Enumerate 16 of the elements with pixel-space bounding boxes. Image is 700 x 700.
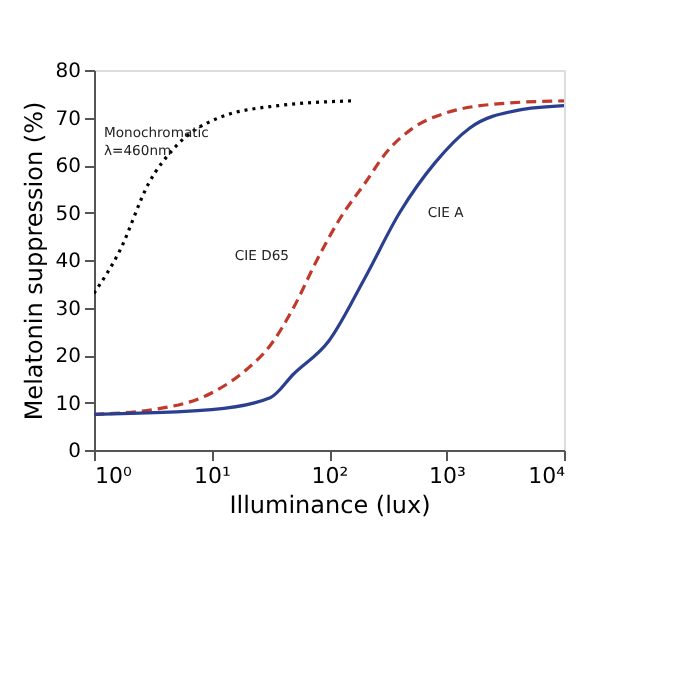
y-tick-label: 30 bbox=[55, 298, 81, 321]
x-tick-label: 10³ bbox=[429, 463, 466, 489]
y-tick-label: 50 bbox=[55, 203, 81, 226]
y-tick-label: 10 bbox=[55, 393, 81, 416]
y-tick-label: 0 bbox=[68, 441, 81, 463]
y-axis-title: Melatonin suppression (%) bbox=[19, 101, 48, 421]
y-tick-label: 80 bbox=[55, 61, 81, 83]
x-tick-label: 10⁴ bbox=[528, 463, 567, 489]
x-tick-label: 10¹ bbox=[194, 463, 231, 489]
x-axis-title: Illuminance (lux) bbox=[229, 491, 431, 519]
y-tick-label: 40 bbox=[55, 251, 81, 273]
y-tick-label: 20 bbox=[55, 346, 81, 368]
y-tick-label: 60 bbox=[55, 156, 81, 178]
x-tick-label: 10² bbox=[311, 463, 349, 489]
x-tick-label: 10⁰ bbox=[95, 463, 133, 489]
y-tick-label: 70 bbox=[55, 108, 81, 131]
